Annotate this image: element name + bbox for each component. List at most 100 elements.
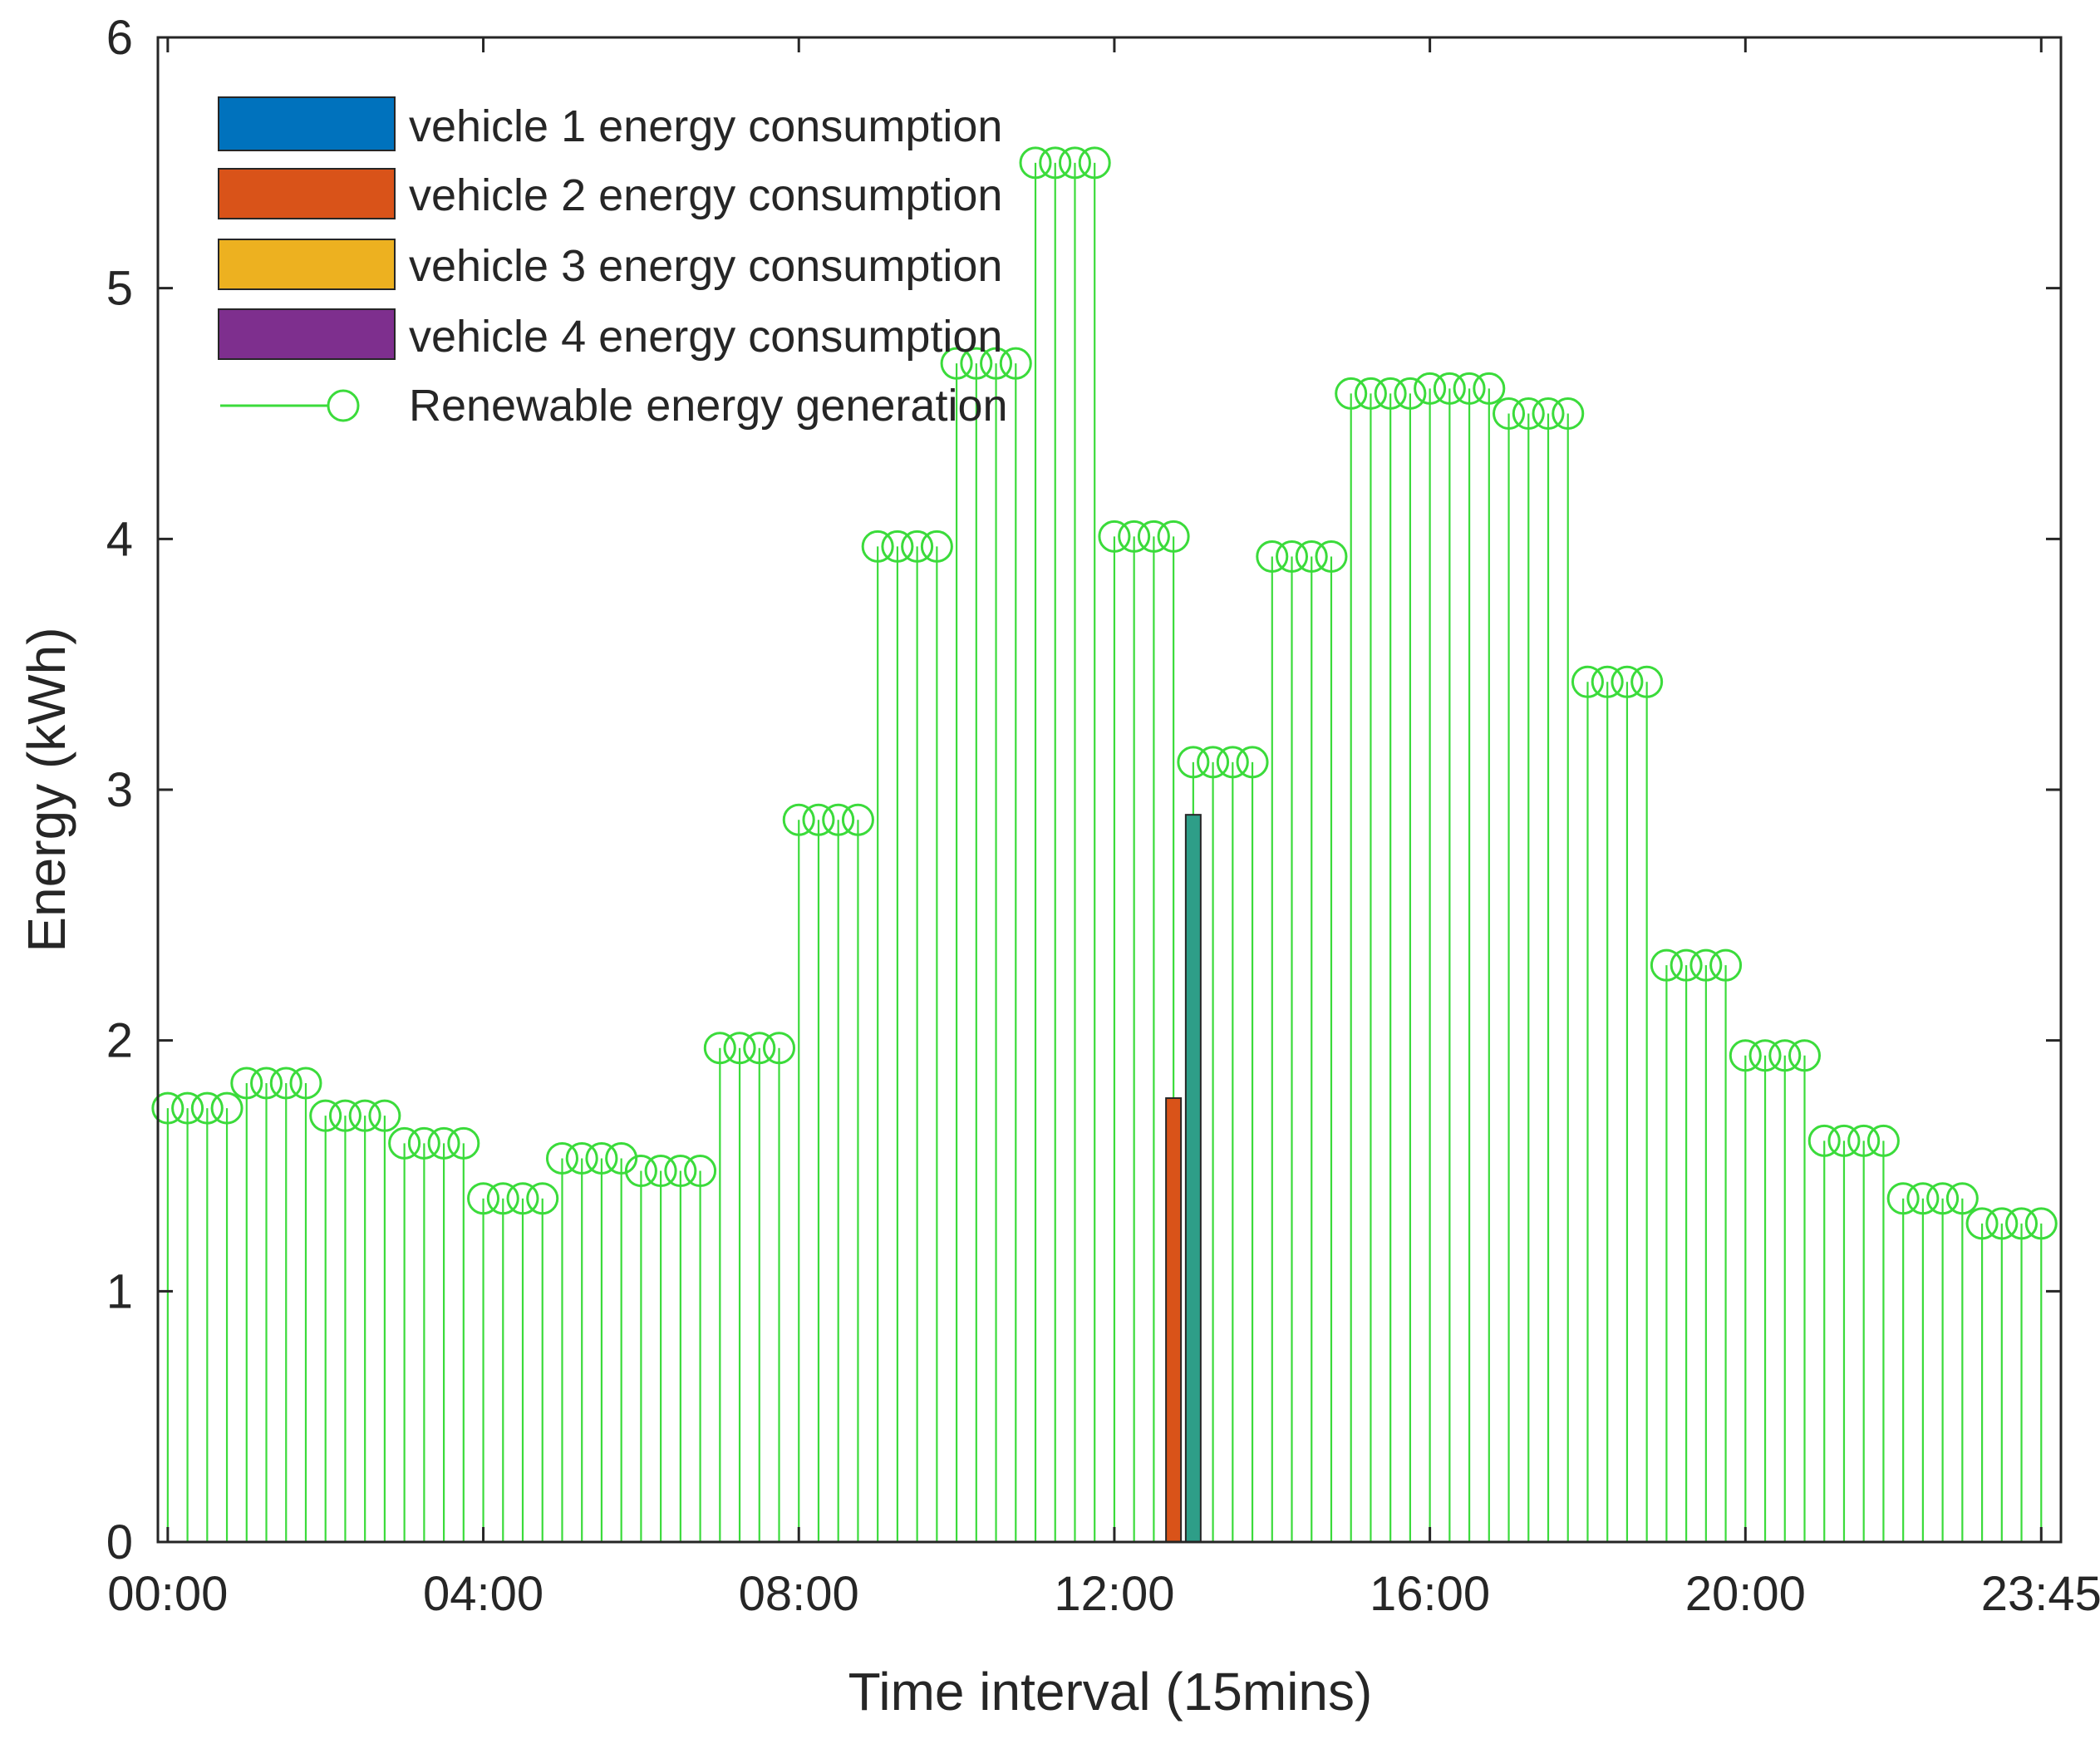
renewable-marker	[545, 1141, 578, 1175]
renewable-marker	[1394, 377, 1427, 410]
renewable-marker	[1807, 1124, 1841, 1157]
renewable-marker	[1689, 948, 1723, 982]
renewable-marker	[1886, 1182, 1920, 1215]
renewable-marker	[486, 1182, 519, 1215]
renewable-marker	[1236, 746, 1269, 779]
renewable-marker	[861, 530, 894, 563]
renewable-marker	[1197, 746, 1230, 779]
renewable-marker	[190, 1091, 224, 1125]
plot-area	[158, 37, 2061, 1542]
renewable-marker	[684, 1155, 717, 1188]
renewable-marker	[1945, 1182, 1979, 1215]
renewable-marker	[1374, 377, 1407, 410]
renewable-marker	[1433, 372, 1466, 405]
renewable-marker	[1866, 1124, 1900, 1157]
renewable-marker	[1788, 1039, 1822, 1072]
renewable-marker	[210, 1091, 243, 1125]
renewable-marker	[1157, 520, 1190, 553]
legend-swatch-vehicle-4	[218, 308, 396, 360]
renewable-marker	[841, 803, 874, 836]
renewable-marker	[1827, 1124, 1861, 1157]
legend-label-vehicle-2: vehicle 2 energy consumption	[409, 170, 1002, 220]
renewable-marker	[289, 1067, 322, 1100]
x-axis-title: Time interval (15mins)	[848, 1662, 1373, 1722]
x-tick-label: 04:00	[423, 1567, 543, 1621]
legend-label-vehicle-3: vehicle 3 energy consumption	[409, 241, 1002, 291]
y-axis-title: Energy (kWh)	[17, 627, 76, 952]
renewable-marker	[1650, 948, 1683, 982]
renewable-marker	[250, 1067, 283, 1100]
renewable-marker	[1335, 377, 1368, 410]
renewable-marker	[940, 347, 973, 380]
renewable-marker	[1276, 539, 1309, 573]
legend-stem-marker	[327, 389, 360, 422]
renewable-marker	[171, 1091, 204, 1125]
renewable-marker	[980, 347, 1013, 380]
renewable-marker	[1295, 539, 1328, 573]
renewable-marker	[763, 1032, 796, 1065]
renewable-marker	[309, 1099, 342, 1132]
renewable-marker	[1493, 397, 1526, 430]
renewable-marker	[565, 1141, 598, 1175]
renewable-marker	[743, 1032, 776, 1065]
vehicle-2-bar	[1165, 1097, 1183, 1544]
renewable-marker	[1985, 1207, 2019, 1240]
x-tick-label: 23:45	[1981, 1567, 2100, 1621]
y-tick-label: 0	[106, 1515, 133, 1569]
renewable-marker	[1098, 520, 1131, 553]
renewable-marker	[999, 347, 1032, 380]
renewable-marker	[605, 1141, 638, 1175]
renewable-marker	[1630, 665, 1664, 698]
legend-label-vehicle-4: vehicle 4 energy consumption	[409, 312, 1002, 362]
renewable-marker	[447, 1126, 480, 1160]
renewable-marker	[644, 1155, 677, 1188]
renewable-marker	[624, 1155, 657, 1188]
renewable-marker	[585, 1141, 618, 1175]
y-tick-label: 1	[106, 1264, 133, 1318]
renewable-marker	[1216, 746, 1249, 779]
y-tick-label: 5	[106, 262, 133, 316]
renewable-marker	[822, 803, 855, 836]
legend-label-renewable: Renewable energy generation	[409, 381, 1008, 431]
renewable-marker	[1709, 948, 1743, 982]
x-tick-label: 16:00	[1370, 1567, 1490, 1621]
renewable-marker	[467, 1182, 500, 1215]
x-tick-label: 20:00	[1685, 1567, 1806, 1621]
x-axis-ticks: 00:00 04:00 08:00 12:00 16:00 20:00 23:45	[107, 37, 2100, 1621]
renewable-marker	[1571, 665, 1604, 698]
renewable-marker	[269, 1067, 302, 1100]
renewable-marker	[1137, 520, 1170, 553]
renewable-generation-stems	[166, 162, 2043, 1542]
renewable-marker	[1670, 948, 1703, 982]
renewable-marker	[920, 530, 953, 563]
renewable-marker	[703, 1032, 736, 1065]
renewable-marker	[1354, 377, 1387, 410]
renewable-marker	[1039, 146, 1072, 180]
renewable-marker	[1906, 1182, 1940, 1215]
renewable-marker	[151, 1091, 184, 1125]
x-tick-label: 12:00	[1054, 1567, 1174, 1621]
x-tick-label: 00:00	[107, 1567, 228, 1621]
renewable-marker	[368, 1099, 401, 1132]
renewable-marker	[1019, 146, 1052, 180]
renewable-marker	[1611, 665, 1644, 698]
x-tick-label: 08:00	[739, 1567, 859, 1621]
renewable-marker	[1473, 372, 1506, 405]
renewable-marker	[723, 1032, 756, 1065]
renewable-marker	[1078, 146, 1111, 180]
renewable-generation-markers	[151, 146, 2058, 1240]
legend-swatch-vehicle-3	[218, 239, 396, 290]
renewable-marker	[1414, 372, 1447, 405]
renewable-marker	[802, 803, 835, 836]
renewable-marker	[881, 530, 914, 563]
vehicle-1-bar	[1184, 814, 1202, 1543]
renewable-marker	[1512, 397, 1545, 430]
renewable-marker	[1729, 1039, 1762, 1072]
y-tick-label: 4	[106, 512, 133, 566]
renewable-marker	[506, 1182, 539, 1215]
renewable-marker	[1965, 1207, 1999, 1240]
y-tick-label: 3	[106, 763, 133, 817]
renewable-marker	[230, 1067, 263, 1100]
legend-swatch-vehicle-2	[218, 168, 396, 219]
